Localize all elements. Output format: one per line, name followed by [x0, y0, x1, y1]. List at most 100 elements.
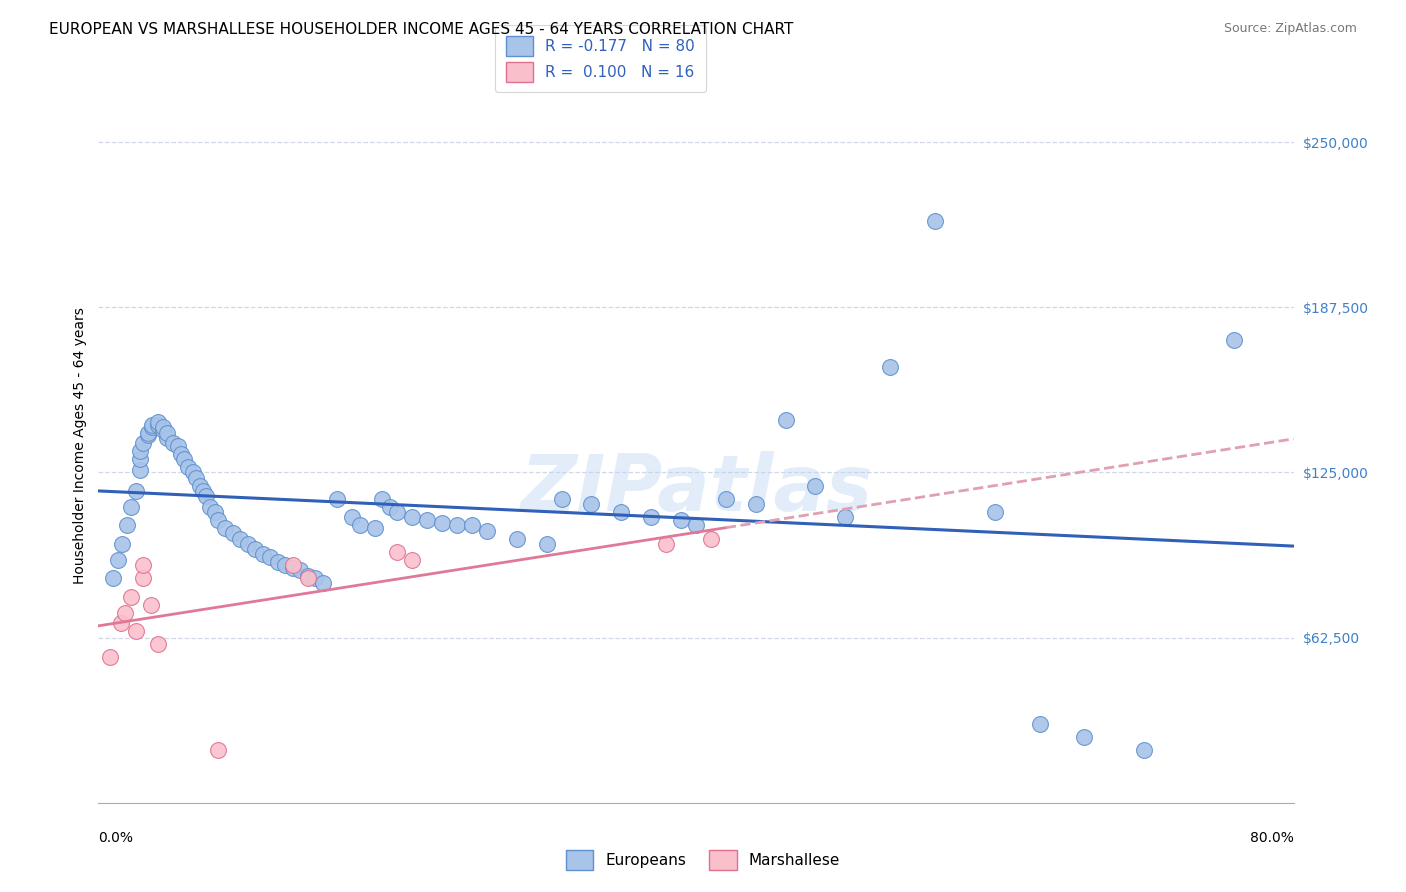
Point	[188, 478, 211, 492]
Point	[1073, 730, 1095, 744]
Point	[195, 489, 218, 503]
Point	[267, 555, 290, 569]
Point	[245, 542, 267, 557]
Point	[879, 359, 901, 374]
Point	[214, 521, 236, 535]
Point	[371, 491, 394, 506]
Point	[136, 428, 159, 442]
Point	[177, 460, 200, 475]
Point	[132, 436, 155, 450]
Point	[297, 571, 319, 585]
Point	[550, 491, 572, 506]
Text: 80.0%: 80.0%	[1250, 831, 1294, 846]
Point	[222, 526, 245, 541]
Point	[446, 518, 468, 533]
Point	[259, 549, 281, 564]
Point	[125, 483, 148, 498]
Point	[326, 491, 349, 506]
Point	[281, 558, 304, 572]
Point	[129, 444, 152, 458]
Point	[207, 513, 229, 527]
Point	[110, 616, 132, 631]
Point	[200, 500, 222, 514]
Point	[745, 497, 768, 511]
Point	[129, 452, 152, 467]
Point	[156, 431, 179, 445]
Point	[775, 412, 797, 426]
Point	[461, 518, 484, 533]
Point	[385, 545, 409, 559]
Point	[401, 552, 423, 566]
Point	[655, 537, 678, 551]
Point	[181, 466, 204, 480]
Point	[304, 571, 326, 585]
Point	[924, 214, 946, 228]
Point	[173, 452, 195, 467]
Point	[136, 425, 159, 440]
Point	[156, 425, 179, 440]
Point	[125, 624, 148, 638]
Point	[342, 510, 364, 524]
Point	[378, 500, 401, 514]
Point	[281, 560, 304, 574]
Point	[506, 532, 529, 546]
Point	[475, 524, 498, 538]
Text: 0.0%: 0.0%	[98, 831, 134, 846]
Point	[114, 606, 136, 620]
Point	[152, 420, 174, 434]
Point	[191, 483, 214, 498]
Point	[207, 743, 229, 757]
Text: Source: ZipAtlas.com: Source: ZipAtlas.com	[1223, 22, 1357, 36]
Point	[581, 497, 603, 511]
Point	[1028, 716, 1050, 731]
Point	[132, 571, 155, 585]
Point	[1133, 743, 1156, 757]
Point	[311, 576, 333, 591]
Point	[430, 516, 453, 530]
Point	[229, 532, 252, 546]
Point	[274, 558, 297, 572]
Point	[139, 598, 162, 612]
Point	[103, 571, 125, 585]
Point	[120, 500, 142, 514]
Point	[364, 521, 387, 535]
Point	[984, 505, 1007, 519]
Point	[148, 637, 170, 651]
Point	[252, 547, 274, 561]
Point	[288, 563, 311, 577]
Legend: Europeans, Marshallese: Europeans, Marshallese	[558, 842, 848, 877]
Point	[120, 590, 142, 604]
Point	[297, 568, 319, 582]
Point	[107, 552, 129, 566]
Text: ZIPatlas: ZIPatlas	[520, 450, 872, 527]
Point	[141, 417, 163, 432]
Point	[166, 439, 188, 453]
Point	[132, 558, 155, 572]
Y-axis label: Householder Income Ages 45 - 64 years: Householder Income Ages 45 - 64 years	[73, 308, 87, 584]
Point	[536, 537, 558, 551]
Point	[115, 518, 138, 533]
Point	[685, 518, 707, 533]
Point	[98, 650, 122, 665]
Point	[204, 505, 226, 519]
Legend: R = -0.177   N = 80, R =  0.100   N = 16: R = -0.177 N = 80, R = 0.100 N = 16	[495, 26, 706, 92]
Point	[129, 463, 152, 477]
Point	[349, 518, 371, 533]
Point	[1223, 333, 1246, 347]
Point	[401, 510, 423, 524]
Text: EUROPEAN VS MARSHALLESE HOUSEHOLDER INCOME AGES 45 - 64 YEARS CORRELATION CHART: EUROPEAN VS MARSHALLESE HOUSEHOLDER INCO…	[49, 22, 793, 37]
Point	[416, 513, 439, 527]
Point	[111, 537, 134, 551]
Point	[148, 417, 170, 432]
Point	[804, 478, 827, 492]
Point	[385, 505, 409, 519]
Point	[236, 537, 259, 551]
Point	[834, 510, 856, 524]
Point	[714, 491, 737, 506]
Point	[640, 510, 662, 524]
Point	[669, 513, 692, 527]
Point	[169, 447, 191, 461]
Point	[148, 415, 170, 429]
Point	[184, 471, 207, 485]
Point	[610, 505, 633, 519]
